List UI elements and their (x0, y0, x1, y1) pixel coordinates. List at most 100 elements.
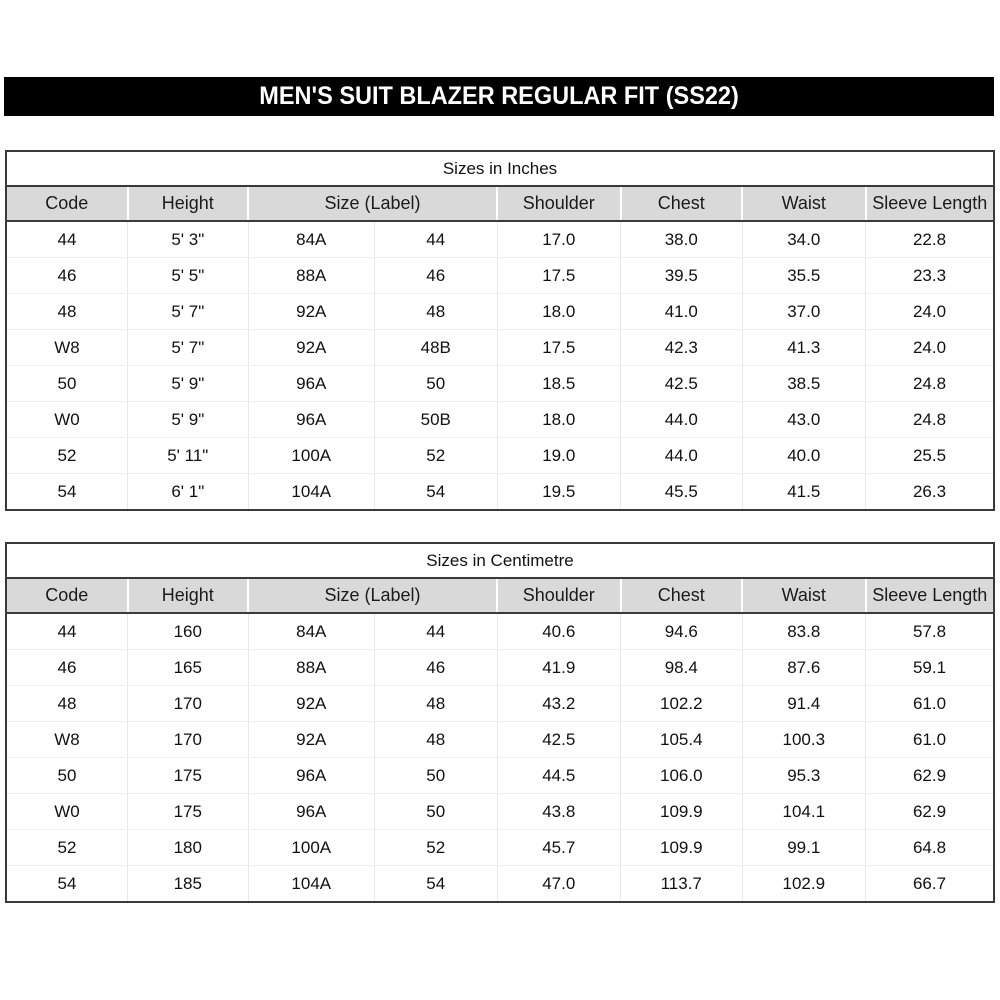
table-cell: 19.0 (497, 437, 621, 474)
table-cell: 44 (6, 613, 129, 650)
table-cell: 170 (127, 721, 249, 758)
table-row: 54 185 104A 54 47.0 113.7 102.9 66.7 (6, 865, 994, 902)
table-row: 44 160 84A 44 40.6 94.6 83.8 57.8 (6, 613, 994, 650)
table-cell: 37.0 (742, 293, 867, 330)
table-cell: 17.5 (497, 257, 621, 294)
table-cell: 18.0 (497, 401, 621, 438)
column-header-sleeve-length: Sleeve Length (864, 578, 994, 614)
table-cell: 44.0 (620, 437, 743, 474)
table-title: Sizes in Inches (6, 151, 994, 187)
table-cell: 46 (6, 257, 129, 294)
table-cell: 170 (127, 685, 249, 722)
column-header-height: Height (126, 186, 249, 222)
table-cell: 38.5 (742, 365, 867, 402)
table-cell: 100.3 (742, 721, 867, 758)
table-cell: 50B (374, 401, 498, 438)
table-cell: 5' 9" (127, 365, 249, 402)
table-cell: 44.5 (497, 757, 621, 794)
table-cell: 48 (374, 685, 498, 722)
table-cell: 96A (248, 365, 376, 402)
product-title-bar: MEN'S SUIT BLAZER REGULAR FIT (SS22) (4, 77, 994, 116)
column-header-code: Code (6, 186, 128, 222)
table-cell: 57.8 (865, 613, 994, 650)
table-cell: 5' 5" (127, 257, 249, 294)
table-cell: 88A (248, 257, 376, 294)
table-cell: 92A (248, 721, 376, 758)
table-cell: 175 (127, 793, 249, 830)
table-cell: 24.0 (865, 329, 994, 366)
table-cell: 24.8 (865, 365, 994, 402)
table-cell: 41.3 (742, 329, 867, 366)
table-cell: 160 (127, 613, 249, 650)
table-cell: 48B (374, 329, 498, 366)
column-header-height: Height (126, 578, 249, 614)
table-row: 50 175 96A 50 44.5 106.0 95.3 62.9 (6, 757, 994, 794)
table-cell: 109.9 (620, 829, 743, 866)
table-cell: 5' 3" (127, 221, 249, 258)
table-title-row: Sizes in Centimetre (6, 543, 994, 579)
table-cell: 84A (248, 221, 376, 258)
table-cell: 52 (6, 829, 129, 866)
table-cell: 104A (248, 865, 376, 902)
table-cell: 40.0 (742, 437, 867, 474)
table-cell: W8 (6, 329, 129, 366)
table-cell: 34.0 (742, 221, 867, 258)
table-cell: 105.4 (620, 721, 743, 758)
table-row: 54 6' 1" 104A 54 19.5 45.5 41.5 26.3 (6, 473, 994, 510)
table-cell: 50 (374, 793, 498, 830)
table-cell: 22.8 (865, 221, 994, 258)
table-cell: 62.9 (865, 793, 994, 830)
table-cell: 59.1 (865, 649, 994, 686)
table-cell: 24.8 (865, 401, 994, 438)
table-cell: 109.9 (620, 793, 743, 830)
table-cell: 45.5 (620, 473, 743, 510)
table-cell: 45.7 (497, 829, 621, 866)
table-cell: W0 (6, 401, 129, 438)
table-cell: 46 (6, 649, 129, 686)
table-cell: 180 (127, 829, 249, 866)
table-cell: 87.6 (742, 649, 867, 686)
table-cell: 25.5 (865, 437, 994, 474)
table-cell: 23.3 (865, 257, 994, 294)
table-cell: 104A (248, 473, 376, 510)
table-cell: 83.8 (742, 613, 867, 650)
table-row: W8 170 92A 48 42.5 105.4 100.3 61.0 (6, 721, 994, 758)
column-header-size-label: Size (Label) (247, 186, 497, 222)
table-cell: 44 (374, 613, 498, 650)
table-cell: 18.5 (497, 365, 621, 402)
column-header-chest: Chest (619, 186, 743, 222)
table-cell: 48 (6, 293, 129, 330)
table-row: 52 5' 11" 100A 52 19.0 44.0 40.0 25.5 (6, 437, 994, 474)
table-cell: 100A (248, 437, 376, 474)
table-cell: 50 (374, 757, 498, 794)
centimetre-table-body: 44 160 84A 44 40.6 94.6 83.8 57.8 46 165 88A 46 41.9… (6, 613, 994, 902)
column-header-sleeve-length: Sleeve Length (864, 186, 994, 222)
column-header-size-label: Size (Label) (247, 578, 497, 614)
table-cell: 18.0 (497, 293, 621, 330)
table-cell: 48 (374, 721, 498, 758)
table-cell: 102.2 (620, 685, 743, 722)
table-row: 44 5' 3" 84A 44 17.0 38.0 34.0 22.8 (6, 221, 994, 258)
sizes-in-centimetre-table: Sizes in Centimetre Code Height Size (La… (5, 542, 995, 903)
table-cell: 19.5 (497, 473, 621, 510)
table-cell: 96A (248, 757, 376, 794)
table-cell: 35.5 (742, 257, 867, 294)
table-cell: 52 (374, 437, 498, 474)
table-cell: 41.5 (742, 473, 867, 510)
table-cell: 50 (6, 757, 129, 794)
table-cell: 99.1 (742, 829, 867, 866)
table-cell: 46 (374, 257, 498, 294)
table-cell: 43.0 (742, 401, 867, 438)
inches-table-body: 44 5' 3" 84A 44 17.0 38.0 34.0 22.8 46 5' 5" 88A 46… (6, 221, 994, 510)
table-cell: 61.0 (865, 685, 994, 722)
column-header-shoulder: Shoulder (496, 186, 621, 222)
table-row: 48 5' 7" 92A 48 18.0 41.0 37.0 24.0 (6, 293, 994, 330)
column-header-waist: Waist (741, 578, 866, 614)
table-cell: 5' 11" (127, 437, 249, 474)
table-cell: 185 (127, 865, 249, 902)
table-row: 46 5' 5" 88A 46 17.5 39.5 35.5 23.3 (6, 257, 994, 294)
table-cell: 113.7 (620, 865, 743, 902)
table-cell: 17.0 (497, 221, 621, 258)
table-cell: 6' 1" (127, 473, 249, 510)
